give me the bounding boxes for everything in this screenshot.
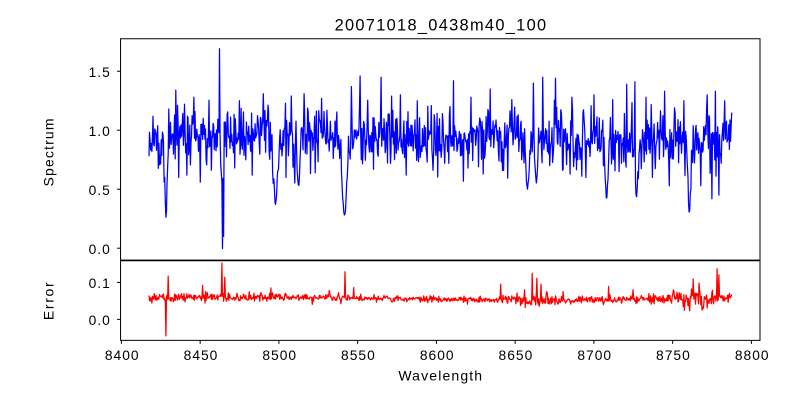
svg-text:8750: 8750	[656, 348, 691, 363]
svg-text:Error: Error	[41, 281, 57, 320]
svg-text:0.0: 0.0	[89, 242, 111, 257]
svg-text:0.5: 0.5	[89, 183, 111, 198]
svg-text:1.5: 1.5	[89, 65, 111, 80]
svg-text:0.1: 0.1	[89, 276, 111, 291]
svg-text:8550: 8550	[341, 348, 376, 363]
svg-text:8700: 8700	[577, 348, 612, 363]
svg-text:20071018_0438m40_100: 20071018_0438m40_100	[335, 17, 548, 35]
svg-text:8600: 8600	[420, 348, 455, 363]
svg-text:Wavelength: Wavelength	[398, 368, 483, 384]
svg-text:0.0: 0.0	[89, 313, 111, 328]
svg-text:Spectrum: Spectrum	[41, 117, 57, 186]
svg-text:1.0: 1.0	[89, 124, 111, 139]
svg-text:8500: 8500	[262, 348, 297, 363]
svg-text:8650: 8650	[499, 348, 534, 363]
svg-text:8450: 8450	[184, 348, 219, 363]
svg-text:8400: 8400	[105, 348, 140, 363]
svg-text:8800: 8800	[735, 348, 770, 363]
